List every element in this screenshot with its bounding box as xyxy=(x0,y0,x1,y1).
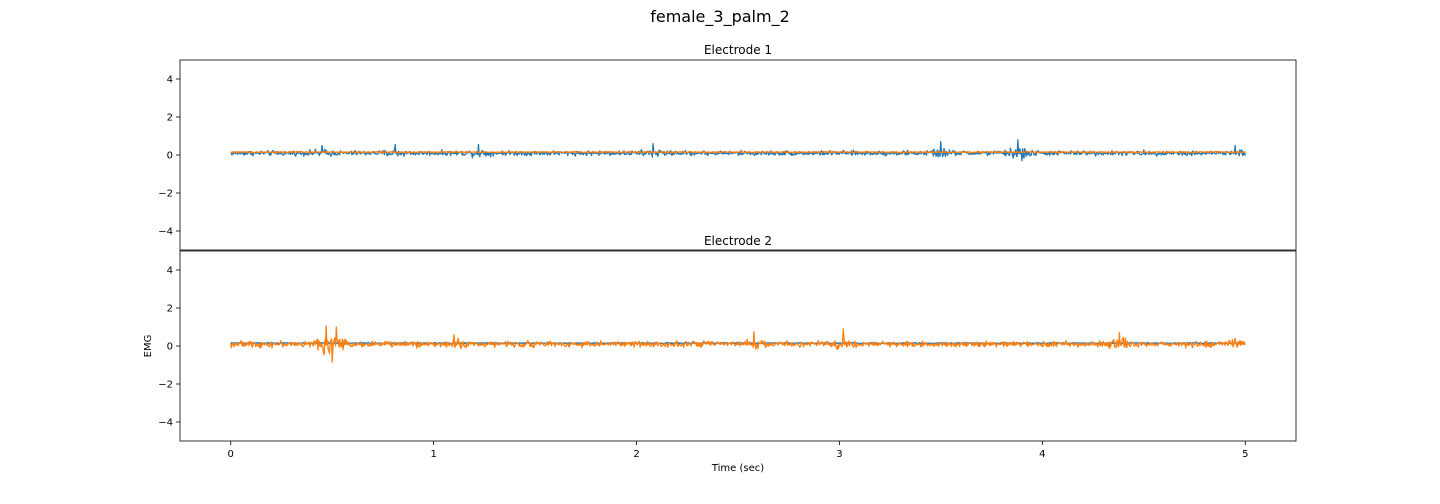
electrode-2-series-2-line xyxy=(230,325,1246,363)
electrode-2-series xyxy=(230,325,1246,363)
y-tick-label: −4 xyxy=(158,227,173,238)
x-tick-label: 4 xyxy=(1039,449,1045,460)
y-tick-label: −2 xyxy=(158,380,173,391)
electrode-2-frame xyxy=(179,250,1297,442)
electrode-2-y-axis: −4 −2 0 2 4 xyxy=(158,266,180,429)
x-tick-label: 0 xyxy=(228,449,234,460)
y-tick-label: 2 xyxy=(167,113,173,124)
panel-title: Electrode 2 xyxy=(704,234,772,248)
y-axis-label: EMG xyxy=(143,335,154,358)
figure-suptitle: female_3_palm_2 xyxy=(650,7,790,27)
y-tick-label: −2 xyxy=(158,189,173,200)
electrode-1-frame xyxy=(179,59,1297,251)
x-tick-label: 3 xyxy=(836,449,842,460)
y-tick-label: 0 xyxy=(167,151,173,162)
electrode-1-y-axis: −4 −2 0 2 4 xyxy=(158,75,180,238)
x-tick-label: 1 xyxy=(430,449,436,460)
x-axis: 0 1 2 3 4 5 xyxy=(228,441,1248,460)
x-tick-label: 2 xyxy=(633,449,639,460)
y-tick-label: 4 xyxy=(167,75,173,86)
electrode-1-series-1-line xyxy=(230,139,1246,162)
x-axis-label: Time (sec) xyxy=(711,463,764,474)
panel-title: Electrode 1 xyxy=(704,43,772,57)
electrode-2-panel: Electrode 2 −4 −2 0 2 4 0 1 2 3 4 5 Time (sec) EM… xyxy=(143,234,1297,474)
electrode-1-series-2-line xyxy=(230,150,1246,154)
y-tick-label: 0 xyxy=(167,342,173,353)
electrode-1-panel: Electrode 1 −4 −2 0 2 4 xyxy=(158,43,1297,251)
y-tick-label: 4 xyxy=(167,266,173,277)
x-tick-label: 5 xyxy=(1242,449,1248,460)
y-tick-label: 2 xyxy=(167,304,173,315)
y-tick-label: −4 xyxy=(158,418,173,429)
electrode-1-series xyxy=(230,139,1246,162)
